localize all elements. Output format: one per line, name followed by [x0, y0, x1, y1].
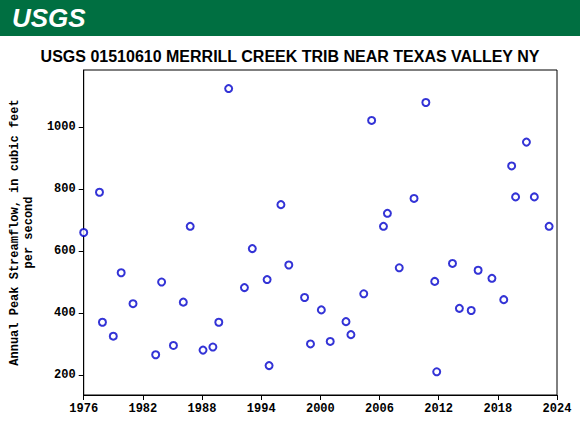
svg-text:2000: 2000 [306, 402, 335, 416]
svg-text:1976: 1976 [69, 402, 98, 416]
svg-text:1988: 1988 [188, 402, 217, 416]
svg-text:Annual Peak Streamflow, in cub: Annual Peak Streamflow, in cubic feet [8, 99, 22, 365]
svg-text:1994: 1994 [247, 402, 276, 416]
svg-text:1000: 1000 [47, 120, 76, 134]
svg-text:400: 400 [54, 306, 76, 320]
svg-text:2012: 2012 [424, 402, 453, 416]
svg-text:USGS: USGS [12, 3, 86, 33]
svg-text:2024: 2024 [543, 402, 572, 416]
svg-text:600: 600 [54, 244, 76, 258]
svg-text:200: 200 [54, 368, 76, 382]
svg-text:1982: 1982 [128, 402, 157, 416]
svg-text:800: 800 [54, 182, 76, 196]
svg-text:2006: 2006 [365, 402, 394, 416]
svg-text:per second: per second [22, 196, 36, 268]
svg-text:USGS 01510610 MERRILL CREEK TR: USGS 01510610 MERRILL CREEK TRIB NEAR TE… [41, 48, 540, 65]
svg-text:2018: 2018 [483, 402, 512, 416]
